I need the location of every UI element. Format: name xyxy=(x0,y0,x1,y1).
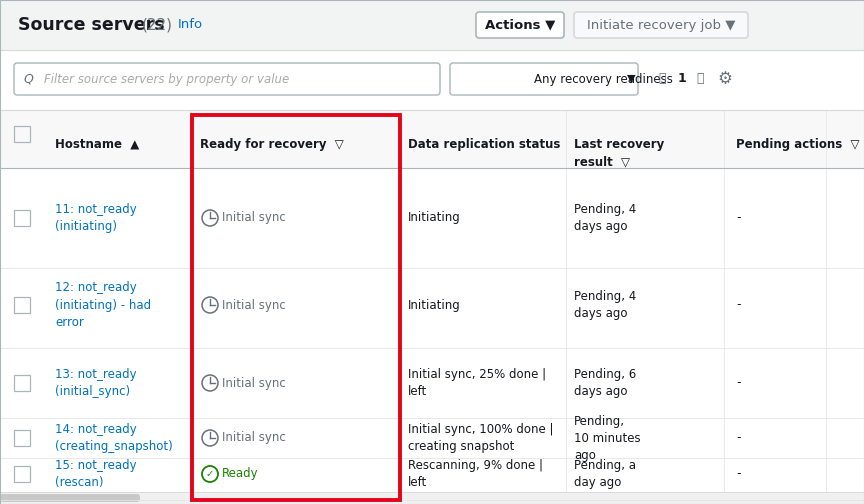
Text: ⚙: ⚙ xyxy=(718,70,733,88)
Text: 11: not_ready
(initiating): 11: not_ready (initiating) xyxy=(55,203,137,233)
Text: ▼: ▼ xyxy=(627,74,636,84)
Text: Filter source servers by property or value: Filter source servers by property or val… xyxy=(44,73,289,86)
Text: Last recovery
result  ▽: Last recovery result ▽ xyxy=(574,138,664,168)
Text: Pending,
10 minutes
ago: Pending, 10 minutes ago xyxy=(574,414,640,462)
Text: (22): (22) xyxy=(142,18,173,32)
Text: 13: not_ready
(initial_sync): 13: not_ready (initial_sync) xyxy=(55,368,137,398)
Bar xyxy=(0,50,864,110)
Text: Ready for recovery  ▽: Ready for recovery ▽ xyxy=(200,138,344,151)
Text: Info: Info xyxy=(178,19,203,31)
Text: Ready: Ready xyxy=(222,468,258,480)
Bar xyxy=(14,210,30,226)
Text: Initial sync: Initial sync xyxy=(222,376,286,390)
Bar xyxy=(0,0,864,50)
Text: Initial sync: Initial sync xyxy=(222,431,286,445)
Text: 15: not_ready
(rescan): 15: not_ready (rescan) xyxy=(55,459,137,489)
Text: -: - xyxy=(736,212,740,224)
Bar xyxy=(14,375,30,391)
Text: Initiating: Initiating xyxy=(408,212,461,224)
Text: 〉: 〉 xyxy=(696,73,704,86)
FancyBboxPatch shape xyxy=(450,63,638,95)
Text: -: - xyxy=(736,468,740,480)
Text: Initiating: Initiating xyxy=(408,298,461,311)
Bar xyxy=(14,126,30,142)
Text: 14: not_ready
(creating_snapshot): 14: not_ready (creating_snapshot) xyxy=(55,423,173,453)
Text: Initiate recovery job ▼: Initiate recovery job ▼ xyxy=(587,19,735,31)
Text: -: - xyxy=(736,298,740,311)
Text: 12: not_ready
(initiating) - had
error: 12: not_ready (initiating) - had error xyxy=(55,282,151,329)
Text: Rescanning, 9% done |
left: Rescanning, 9% done | left xyxy=(408,459,543,489)
Bar xyxy=(0,110,864,168)
Text: Any recovery readiness: Any recovery readiness xyxy=(534,73,673,86)
Text: ✓: ✓ xyxy=(206,469,214,479)
Text: -: - xyxy=(736,431,740,445)
Text: -: - xyxy=(736,376,740,390)
Text: Initial sync, 100% done |
creating snapshot: Initial sync, 100% done | creating snaps… xyxy=(408,423,554,453)
Bar xyxy=(14,297,30,313)
FancyBboxPatch shape xyxy=(0,494,140,502)
Text: 〈: 〈 xyxy=(658,73,666,86)
Text: Pending, a
day ago: Pending, a day ago xyxy=(574,459,636,489)
Text: Pending, 4
days ago: Pending, 4 days ago xyxy=(574,290,636,320)
Text: Pending, 6
days ago: Pending, 6 days ago xyxy=(574,368,636,398)
Text: Q: Q xyxy=(23,73,33,86)
Text: 1: 1 xyxy=(677,73,686,86)
FancyBboxPatch shape xyxy=(476,12,564,38)
Text: Pending actions  ▽: Pending actions ▽ xyxy=(736,138,860,151)
Text: Source servers: Source servers xyxy=(18,16,165,34)
Bar xyxy=(0,492,864,504)
Bar xyxy=(192,115,400,500)
Bar xyxy=(14,430,30,446)
Bar xyxy=(14,466,30,482)
Text: Initial sync: Initial sync xyxy=(222,212,286,224)
Text: Initial sync, 25% done |
left: Initial sync, 25% done | left xyxy=(408,368,546,398)
Text: Hostname  ▲: Hostname ▲ xyxy=(55,138,139,151)
FancyBboxPatch shape xyxy=(14,63,440,95)
Text: Initial sync: Initial sync xyxy=(222,298,286,311)
Text: Actions ▼: Actions ▼ xyxy=(485,19,556,31)
Text: Pending, 4
days ago: Pending, 4 days ago xyxy=(574,203,636,233)
FancyBboxPatch shape xyxy=(574,12,748,38)
Text: Data replication status: Data replication status xyxy=(408,138,561,151)
